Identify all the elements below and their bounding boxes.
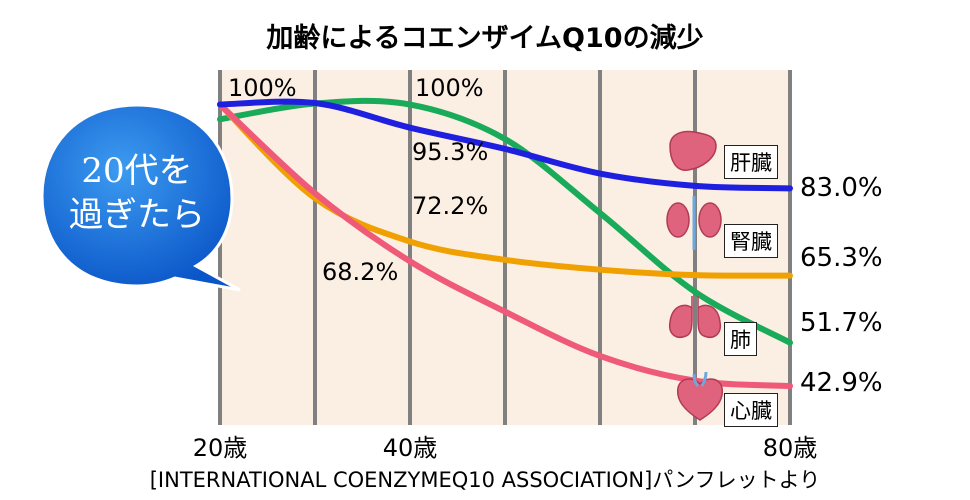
x-tick-label: 80歳 bbox=[762, 434, 818, 462]
x-tick-label: 40歳 bbox=[382, 434, 438, 462]
x-tick-label: 20歳 bbox=[192, 434, 248, 462]
data-label: 51.7% bbox=[800, 308, 883, 338]
heart-icon bbox=[674, 370, 734, 430]
organ-label: 心臓 bbox=[724, 393, 778, 427]
liver-icon bbox=[666, 128, 726, 188]
plot-band bbox=[315, 70, 410, 425]
chart-title: 加齢によるコエンザイムQ10の減少 bbox=[266, 23, 704, 54]
kidney-icon bbox=[664, 196, 724, 256]
data-label: 72.2% bbox=[412, 192, 489, 220]
data-label: 65.3% bbox=[800, 243, 883, 273]
organ-label: 肝臓 bbox=[724, 145, 778, 179]
data-label: 83.0% bbox=[800, 173, 883, 203]
lung-icon bbox=[666, 290, 726, 350]
data-label: 42.9% bbox=[800, 368, 883, 398]
plot-band bbox=[505, 70, 600, 425]
data-label: 68.2% bbox=[322, 258, 399, 286]
organ-label: 肺 bbox=[724, 322, 757, 356]
plot-band bbox=[220, 70, 315, 425]
series-line-腎臓 bbox=[217, 101, 793, 279]
data-label: 100% bbox=[415, 74, 484, 102]
source-citation: [INTERNATIONAL COENZYMEQ10 ASSOCIATION]パ… bbox=[149, 468, 821, 492]
plot-band bbox=[600, 70, 695, 425]
data-label: 100% bbox=[228, 74, 297, 102]
bubble-line-2: 過ぎたら bbox=[69, 195, 205, 235]
bubble-line-1: 20代を bbox=[81, 151, 193, 191]
organ-label: 腎臓 bbox=[724, 224, 778, 258]
data-label: 95.3% bbox=[412, 138, 489, 166]
series-line-肝臓 bbox=[217, 98, 793, 192]
